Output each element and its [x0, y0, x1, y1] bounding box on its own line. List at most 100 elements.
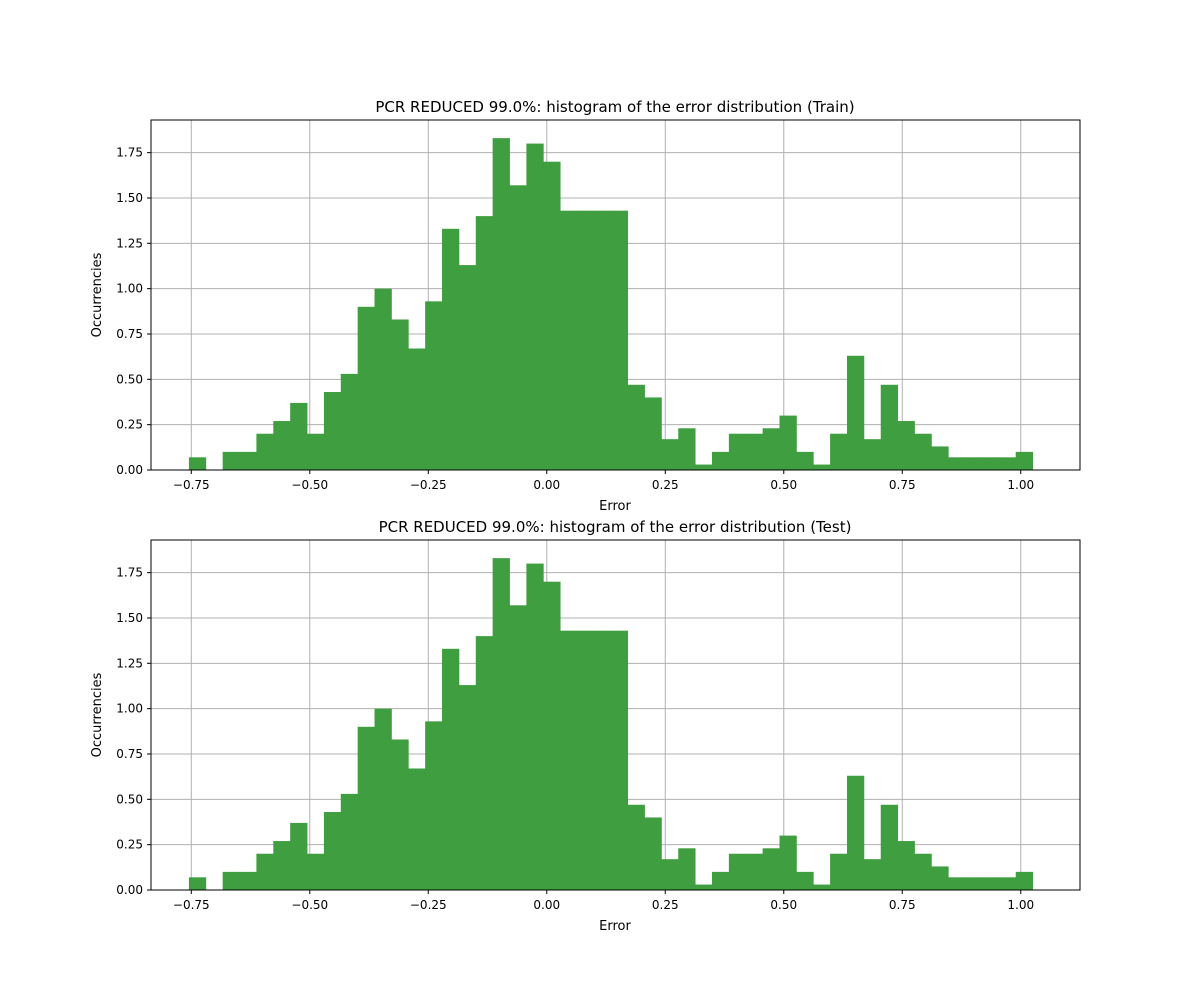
histogram-bar: [357, 726, 375, 890]
histogram-bar: [762, 428, 780, 470]
histogram-bar: [914, 853, 932, 890]
histogram-bar: [543, 581, 561, 890]
histogram-bar: [610, 210, 629, 470]
histogram-bar: [931, 446, 949, 470]
histogram-bar: [728, 853, 747, 890]
histogram-bar: [391, 319, 409, 470]
histogram-bar: [779, 835, 797, 890]
histogram-bar: [712, 871, 730, 890]
y-tick-label: 1.50: [116, 191, 143, 205]
y-tick-label: 1.50: [116, 611, 143, 625]
histogram-bar: [239, 451, 257, 470]
histogram-bar: [475, 216, 494, 470]
histogram-bar: [745, 853, 764, 890]
histogram-bar: [678, 428, 696, 470]
histogram-bar: [256, 853, 274, 890]
subplot-test: PCR REDUCED 99.0%: histogram of the erro…: [90, 518, 1081, 934]
x-tick-label: −0.75: [173, 898, 210, 912]
histogram-bar: [1015, 871, 1034, 890]
y-axis-label: Occurrencies: [90, 672, 105, 757]
histogram-bar: [998, 457, 1017, 470]
histogram-bar: [408, 348, 426, 470]
y-tick-label: 1.75: [116, 146, 143, 160]
histogram-bar: [526, 143, 544, 470]
histogram-bar: [661, 439, 679, 470]
x-tick-label: 0.50: [770, 478, 797, 492]
histogram-bar: [728, 433, 747, 470]
histogram-bar: [307, 853, 325, 890]
x-axis-label: Error: [599, 499, 631, 514]
x-tick-label: 0.25: [652, 898, 679, 912]
y-tick-label: 0.25: [116, 838, 143, 852]
histogram-bar: [914, 433, 932, 470]
histogram-bar: [813, 464, 831, 470]
histogram-bar: [323, 392, 342, 470]
histogram-bar: [880, 384, 899, 470]
histogram-bar: [830, 853, 848, 890]
histogram-bar: [458, 265, 477, 470]
histogram-bar: [442, 228, 460, 470]
histogram-bar: [931, 866, 949, 890]
chart-title: PCR REDUCED 99.0%: histogram of the erro…: [375, 98, 854, 116]
histogram-bar: [526, 563, 544, 890]
histogram-bar: [695, 884, 713, 890]
y-tick-label: 0.75: [116, 747, 143, 761]
histogram-bar: [340, 793, 359, 890]
histogram-bar: [188, 877, 207, 890]
histogram-bar: [374, 288, 392, 470]
histogram-bar: [863, 439, 882, 470]
y-tick-label: 1.25: [116, 236, 143, 250]
histogram-bar: [222, 451, 240, 470]
histogram-bar: [340, 373, 359, 470]
histogram-bars: [188, 558, 1034, 890]
y-tick-label: 0.00: [116, 463, 143, 477]
x-tick-label: 0.75: [889, 898, 916, 912]
x-tick-label: 0.25: [652, 478, 679, 492]
histogram-bar: [610, 630, 629, 890]
subplot-train: PCR REDUCED 99.0%: histogram of the erro…: [90, 98, 1081, 514]
histogram-bar: [981, 457, 1000, 470]
histogram-bar: [290, 402, 308, 470]
histogram-bar: [357, 306, 375, 470]
histogram-bar: [678, 848, 696, 890]
histogram-bar: [273, 841, 291, 890]
y-axis-label: Occurrencies: [90, 252, 105, 337]
histogram-bar: [442, 648, 460, 890]
histogram-bars: [188, 138, 1034, 471]
y-tick-label: 0.00: [116, 883, 143, 897]
histogram-bar: [290, 822, 308, 890]
histogram-bar: [627, 804, 645, 890]
histogram-bar: [762, 848, 780, 890]
y-tick-label: 0.75: [116, 327, 143, 341]
histogram-bar: [323, 812, 342, 890]
x-tick-label: 0.75: [889, 478, 916, 492]
histogram-bar: [880, 804, 899, 890]
histogram-bar: [543, 161, 561, 470]
x-axis-label: Error: [599, 919, 631, 934]
histogram-bar: [712, 451, 730, 470]
histogram-bar: [897, 421, 915, 470]
histogram-bar: [239, 871, 257, 890]
y-tick-label: 0.50: [116, 372, 143, 386]
histogram-bar: [509, 605, 527, 890]
histogram-bar: [796, 451, 814, 470]
histogram-bar: [779, 415, 797, 470]
axes-frame: [150, 119, 1081, 471]
histogram-bar: [492, 138, 510, 471]
x-tick-label: −0.50: [291, 898, 328, 912]
histogram-bar: [577, 210, 595, 470]
histogram-bar: [492, 558, 510, 890]
histogram-bar: [695, 464, 713, 470]
y-tick-label: 1.00: [116, 282, 143, 296]
histogram-bar: [374, 708, 392, 890]
histogram-bar: [560, 630, 578, 890]
histogram-bar: [577, 630, 595, 890]
histogram-bar: [965, 457, 983, 470]
y-tick-label: 0.25: [116, 418, 143, 432]
histogram-bar: [846, 775, 865, 890]
histogram-bar: [458, 685, 477, 890]
histogram-bar: [813, 884, 831, 890]
histogram-bar: [593, 630, 612, 890]
x-tick-label: 1.00: [1007, 898, 1034, 912]
